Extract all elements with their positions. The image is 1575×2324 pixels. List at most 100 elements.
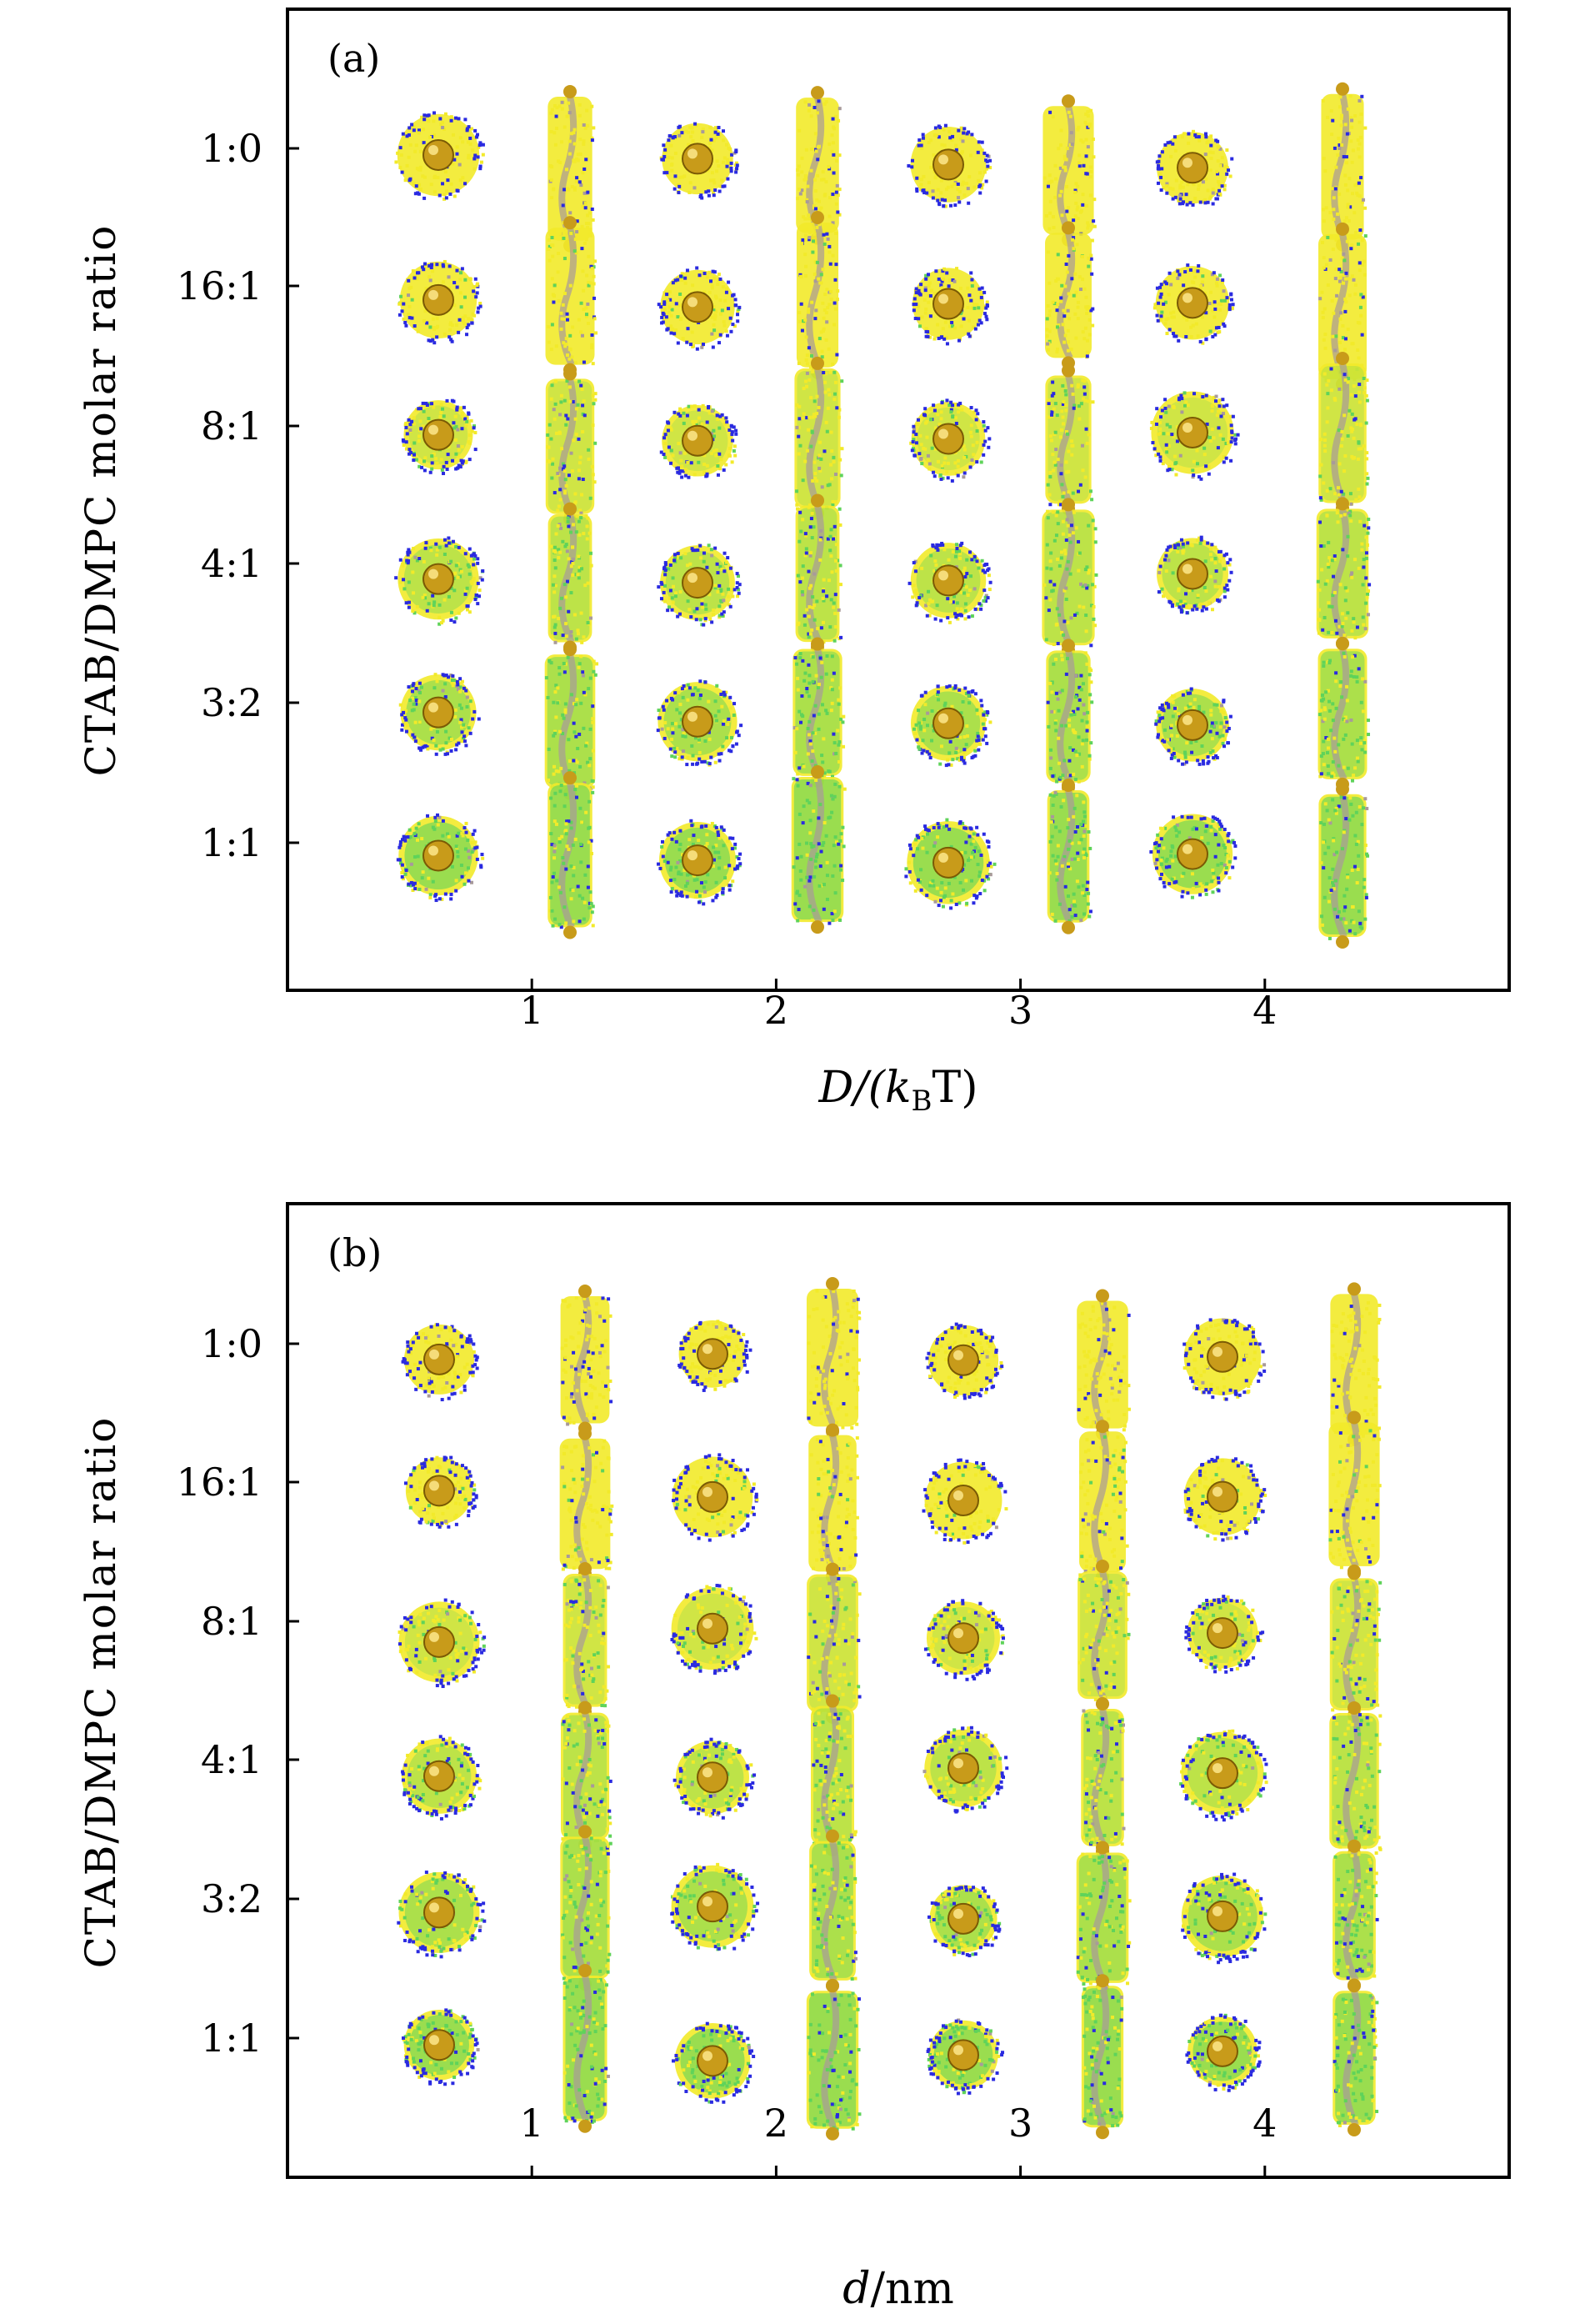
y-tick-label: 1:1 bbox=[201, 820, 262, 865]
nanoparticle bbox=[682, 424, 713, 457]
micelle-top-view-snapshot bbox=[926, 2018, 1005, 2096]
nanoparticle-highlight bbox=[702, 1618, 712, 1629]
rod-core bbox=[821, 1434, 840, 1574]
x-tick-label: 3 bbox=[1008, 2101, 1032, 2146]
nanoparticle bbox=[697, 2045, 728, 2077]
micelle-top-view-snapshot bbox=[672, 1453, 759, 1542]
x-tick-label: 1 bbox=[520, 988, 544, 1033]
nanoparticle-highlight bbox=[1212, 1486, 1222, 1497]
nanoparticle bbox=[682, 291, 713, 323]
nanoparticle bbox=[697, 1480, 728, 1513]
micelle-side-view-snapshot bbox=[548, 502, 593, 654]
micelle-side-view-snapshot bbox=[806, 1979, 862, 2141]
rod-core bbox=[1091, 1985, 1110, 2129]
panel-b: (b) 1 2 3 4 1:0 16:1 8:1 4:1 3:2 1:1 CTAB/DMPC mola… bbox=[77, 1202, 1511, 2314]
nanoparticle-highlight bbox=[429, 1902, 439, 1913]
micelle-top-view-snapshot bbox=[1185, 2013, 1262, 2092]
rod-core bbox=[573, 1836, 592, 1981]
nanoparticle bbox=[578, 1964, 592, 1978]
micelle-side-view-snapshot bbox=[562, 1561, 610, 1719]
y-tick-label: 8:1 bbox=[201, 1599, 262, 1644]
rod-core bbox=[1342, 1293, 1362, 1436]
nanoparticle bbox=[1062, 639, 1075, 653]
micelle-top-view-snapshot bbox=[394, 111, 485, 201]
nanoparticle bbox=[563, 502, 577, 516]
rod-core bbox=[573, 1437, 592, 1571]
nanoparticle bbox=[1177, 709, 1208, 741]
micelle-side-view-snapshot bbox=[1081, 1697, 1126, 1858]
plot-frame bbox=[286, 1202, 1511, 2179]
micelle-top-view-snapshot bbox=[394, 536, 485, 626]
nanoparticle bbox=[932, 846, 964, 879]
nanoparticle bbox=[1096, 1841, 1109, 1855]
nanoparticle bbox=[423, 1475, 455, 1507]
micelle-side-view-snapshot bbox=[560, 1700, 612, 1851]
rod-core bbox=[1091, 1430, 1110, 1574]
nanoparticle bbox=[423, 2029, 455, 2061]
nanoparticle bbox=[811, 920, 824, 934]
micelle-side-view-snapshot bbox=[808, 1423, 860, 1584]
nanoparticle bbox=[563, 367, 577, 381]
nanoparticle bbox=[1096, 1560, 1109, 1574]
nanoparticle bbox=[1336, 935, 1349, 949]
micelle-top-view-snapshot bbox=[1154, 687, 1232, 766]
nanoparticle bbox=[1177, 838, 1208, 870]
micelle-top-view-snapshot bbox=[401, 398, 478, 475]
panel-label: (b) bbox=[328, 1230, 382, 1275]
nanoparticle-highlight bbox=[938, 713, 948, 724]
nanoparticle bbox=[948, 1622, 979, 1655]
micelle-top-view-snapshot bbox=[1149, 391, 1240, 481]
nanoparticle-highlight bbox=[1212, 1346, 1222, 1357]
nanoparticle bbox=[1348, 1282, 1361, 1296]
y-axis-label: CTAB/DMPC molar ratio bbox=[77, 1416, 125, 1969]
nanoparticle-highlight bbox=[688, 148, 698, 159]
micelle-top-view-snapshot bbox=[912, 267, 989, 346]
rod-core bbox=[558, 654, 578, 790]
nanoparticle bbox=[422, 139, 454, 172]
rod-core bbox=[821, 1288, 840, 1429]
nanoparticle bbox=[1062, 221, 1075, 235]
micelle-side-view-snapshot bbox=[809, 1829, 858, 1992]
y-tick-label: 1:1 bbox=[201, 2016, 262, 2061]
micelle-side-view-snapshot bbox=[1332, 1839, 1379, 1992]
micelle-top-view-snapshot bbox=[904, 818, 997, 910]
micelle-top-view-snapshot bbox=[659, 403, 738, 479]
micelle-side-view-snapshot bbox=[1329, 1566, 1382, 1722]
rod-core bbox=[1331, 93, 1350, 242]
nanoparticle-highlight bbox=[1212, 2041, 1222, 2051]
nanoparticle bbox=[563, 771, 577, 785]
micelle-side-view-snapshot bbox=[548, 771, 595, 939]
micelle-side-view-snapshot bbox=[1081, 1974, 1124, 2140]
nanoparticle bbox=[578, 1426, 592, 1440]
nanoparticle-highlight bbox=[1212, 1623, 1222, 1634]
micelle-top-view-snapshot bbox=[396, 813, 485, 903]
micelle-side-view-snapshot bbox=[545, 216, 598, 377]
rod-core bbox=[573, 1295, 592, 1425]
micelle-top-view-snapshot bbox=[402, 2008, 480, 2086]
micelle-side-view-snapshot bbox=[1328, 1410, 1382, 1578]
micelle-side-view-snapshot bbox=[1318, 782, 1370, 949]
rod-core bbox=[1057, 508, 1076, 647]
rod-core bbox=[573, 1711, 592, 1841]
nanoparticle bbox=[1177, 417, 1208, 449]
nanoparticle bbox=[423, 1896, 455, 1929]
nanoparticle bbox=[563, 216, 577, 230]
nanoparticle-highlight bbox=[688, 573, 698, 584]
micelle-side-view-snapshot bbox=[1045, 363, 1095, 516]
nanoparticle bbox=[1096, 1974, 1109, 1988]
rod-core bbox=[1342, 1421, 1362, 1568]
nanoparticle bbox=[811, 211, 824, 225]
x-axis-label: D/(kBT) bbox=[818, 1063, 978, 1118]
nanoparticle bbox=[826, 1277, 839, 1291]
micelle-top-view-snapshot bbox=[672, 2021, 756, 2104]
micelle-side-view-snapshot bbox=[794, 356, 844, 520]
x-axis-label: d/nm bbox=[842, 2264, 954, 2314]
nanoparticle bbox=[948, 1344, 979, 1376]
nanoparticle-highlight bbox=[688, 711, 698, 722]
micelle-top-view-snapshot bbox=[401, 1735, 482, 1821]
nanoparticle-highlight bbox=[428, 702, 438, 713]
nanoparticle bbox=[697, 1338, 728, 1370]
micelle-side-view-snapshot bbox=[796, 211, 840, 379]
nanoparticle bbox=[578, 1561, 592, 1575]
nanoparticle bbox=[1177, 152, 1208, 184]
